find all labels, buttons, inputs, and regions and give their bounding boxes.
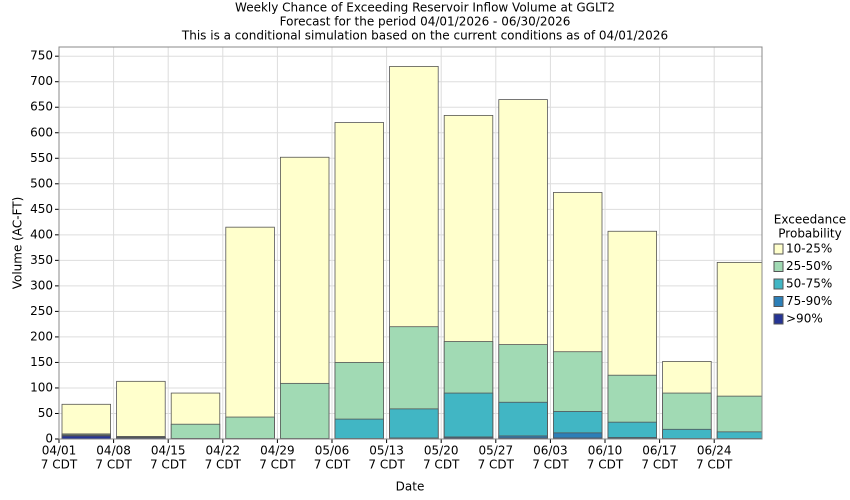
x-tick-label: 06/03	[533, 444, 568, 458]
x-tick-sublabel: 7 CDT	[314, 458, 351, 472]
chart-note: This is a conditional simulation based o…	[181, 29, 668, 43]
bar	[607, 421, 657, 439]
y-tick-label: 550	[30, 151, 53, 165]
y-tick-label: 0	[45, 432, 53, 446]
legend-swatch	[773, 278, 784, 290]
y-tick-label: 350	[30, 253, 53, 267]
x-tick-sublabel: 7 CDT	[150, 458, 187, 472]
x-tick-label: 05/13	[369, 444, 404, 458]
legend-label: 10-25%	[786, 242, 832, 256]
bar	[498, 401, 548, 439]
legend-swatch	[773, 243, 784, 255]
y-tick-label: 50	[38, 406, 53, 420]
y-tick-label: 200	[30, 329, 53, 343]
bar	[443, 392, 494, 439]
legend-swatch	[773, 313, 784, 325]
bar	[225, 226, 275, 439]
x-tick-sublabel: 7 CDT	[205, 458, 242, 472]
bar	[61, 435, 111, 439]
legend-swatch	[773, 296, 784, 307]
x-tick-label: 06/17	[642, 444, 677, 458]
legend-title: Exceedance	[774, 213, 846, 227]
bar	[498, 435, 548, 439]
x-tick-label: 06/10	[588, 444, 623, 458]
y-tick-label: 700	[30, 74, 53, 88]
x-tick-label: 04/08	[96, 444, 131, 458]
legend-title: Probability	[778, 227, 841, 241]
y-tick-label: 450	[30, 202, 53, 216]
x-tick-label: 04/29	[260, 444, 295, 458]
x-tick-label: 04/15	[151, 444, 186, 458]
chart-title: Weekly Chance of Exceeding Reservoir Inf…	[235, 1, 615, 15]
legend-label: >90%	[786, 312, 823, 326]
bar	[116, 380, 166, 439]
x-tick-sublabel: 7 CDT	[41, 458, 78, 472]
x-tick-sublabel: 7 CDT	[532, 458, 569, 472]
x-tick-sublabel: 7 CDT	[587, 458, 624, 472]
bar	[662, 428, 712, 439]
x-tick-label: 05/27	[479, 444, 514, 458]
bar	[389, 408, 439, 439]
y-axis-label: Volume (AC-FT)	[11, 197, 25, 290]
legend-label: 50-75%	[786, 277, 832, 291]
plot-border	[58, 46, 763, 440]
bar	[170, 423, 221, 439]
bar	[716, 431, 762, 439]
y-tick-label: 400	[30, 227, 53, 241]
y-tick-label: 150	[30, 355, 53, 369]
legend-label: 25-50%	[786, 259, 832, 273]
x-tick-sublabel: 7 CDT	[641, 458, 678, 472]
x-tick-sublabel: 7 CDT	[368, 458, 405, 472]
legend-label: 75-90%	[786, 294, 832, 308]
x-axis-label: Date	[396, 480, 425, 494]
bar	[334, 418, 384, 439]
y-tick-label: 750	[30, 49, 53, 63]
x-tick-sublabel: 7 CDT	[696, 458, 733, 472]
bar	[279, 382, 330, 439]
y-tick-label: 600	[30, 125, 53, 139]
x-tick-label: 05/06	[315, 444, 350, 458]
y-tick-label: 100	[30, 380, 53, 394]
x-tick-sublabel: 7 CDT	[259, 458, 296, 472]
x-tick-sublabel: 7 CDT	[95, 458, 132, 472]
x-tick-label: 04/01	[42, 444, 77, 458]
y-tick-label: 250	[30, 304, 53, 318]
legend-swatch	[773, 261, 784, 272]
x-tick-sublabel: 7 CDT	[478, 458, 515, 472]
bars	[59, 47, 762, 439]
y-tick-label: 500	[30, 176, 53, 190]
x-tick-label: 04/22	[206, 444, 241, 458]
bar	[225, 416, 275, 439]
chart-subtitle: Forecast for the period 04/01/2026 - 06/…	[280, 15, 571, 29]
x-tick-label: 06/24	[697, 444, 732, 458]
x-tick-sublabel: 7 CDT	[423, 458, 460, 472]
y-tick-label: 300	[30, 278, 53, 292]
y-tick-label: 650	[30, 100, 53, 114]
bar	[553, 432, 603, 439]
x-tick-label: 05/20	[424, 444, 459, 458]
bar	[61, 403, 111, 439]
